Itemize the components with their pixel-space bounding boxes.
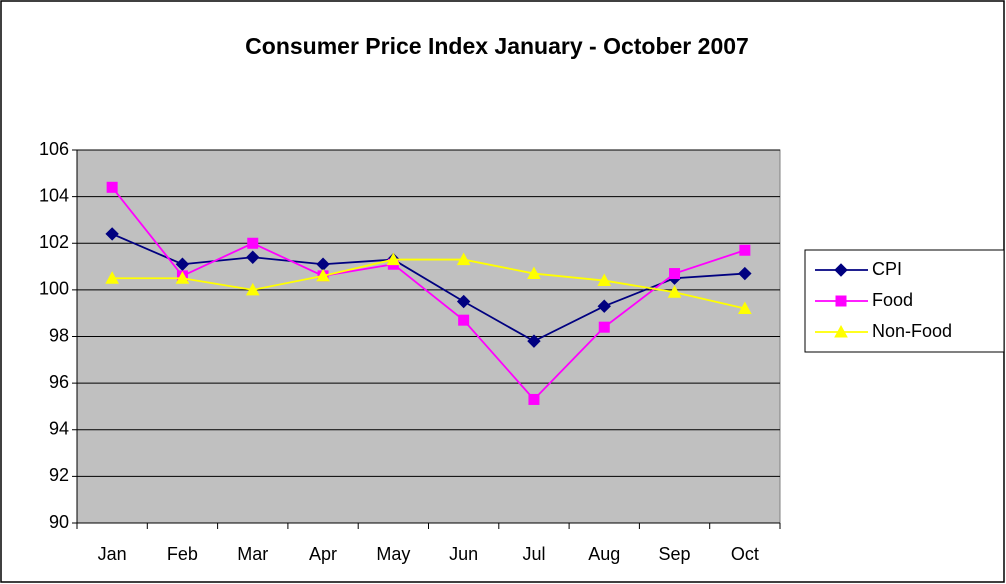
data-point bbox=[106, 181, 118, 193]
data-point bbox=[456, 294, 471, 309]
x-tick-label: Apr bbox=[309, 544, 337, 564]
y-tick-label: 92 bbox=[49, 465, 69, 485]
x-tick-label: Oct bbox=[731, 544, 759, 564]
data-point bbox=[738, 301, 752, 315]
y-tick-label: 94 bbox=[49, 419, 69, 439]
y-tick-label: 106 bbox=[39, 139, 69, 159]
data-point bbox=[247, 237, 259, 249]
data-point bbox=[105, 271, 119, 284]
data-point bbox=[527, 266, 541, 280]
series-line bbox=[111, 233, 745, 343]
data-point bbox=[175, 271, 190, 284]
x-tick-label: Feb bbox=[167, 544, 198, 564]
data-point bbox=[527, 334, 541, 348]
data-point bbox=[386, 252, 401, 266]
x-tick-label: Jul bbox=[522, 544, 545, 564]
y-tick-label: 98 bbox=[49, 325, 69, 345]
data-point bbox=[246, 250, 260, 264]
data-point bbox=[458, 314, 470, 326]
data-point bbox=[456, 252, 471, 266]
data-point bbox=[739, 244, 751, 256]
data-point bbox=[669, 268, 681, 280]
x-tick-label: Aug bbox=[588, 544, 620, 564]
series-line bbox=[112, 258, 746, 310]
x-tick-label: May bbox=[376, 544, 410, 564]
data-point bbox=[597, 273, 612, 287]
x-tick-label: Mar bbox=[237, 544, 268, 564]
y-tick-label: 90 bbox=[49, 512, 69, 532]
data-point bbox=[667, 285, 682, 298]
legend-label: CPI bbox=[872, 259, 902, 279]
data-point bbox=[245, 282, 260, 296]
y-tick-label: 96 bbox=[49, 372, 69, 392]
data-point bbox=[105, 227, 119, 241]
x-tick-label: Jun bbox=[449, 544, 478, 564]
legend-label: Non-Food bbox=[872, 321, 952, 341]
legend-marker bbox=[834, 263, 848, 277]
chart-title: Consumer Price Index January - October 2… bbox=[245, 33, 749, 59]
data-point bbox=[316, 268, 330, 282]
data-point bbox=[738, 266, 752, 281]
series-line bbox=[111, 186, 746, 401]
x-tick-label: Sep bbox=[659, 544, 691, 564]
data-point bbox=[598, 321, 610, 333]
y-tick-label: 102 bbox=[39, 232, 69, 252]
y-tick-label: 100 bbox=[39, 279, 69, 299]
data-point bbox=[528, 393, 540, 405]
legend-marker bbox=[834, 324, 848, 338]
data-point bbox=[597, 299, 611, 313]
y-tick-label: 104 bbox=[39, 185, 69, 205]
x-tick-label: Jan bbox=[98, 544, 127, 564]
legend-marker bbox=[835, 295, 847, 307]
data-point bbox=[175, 257, 190, 271]
legend-label: Food bbox=[872, 290, 913, 310]
